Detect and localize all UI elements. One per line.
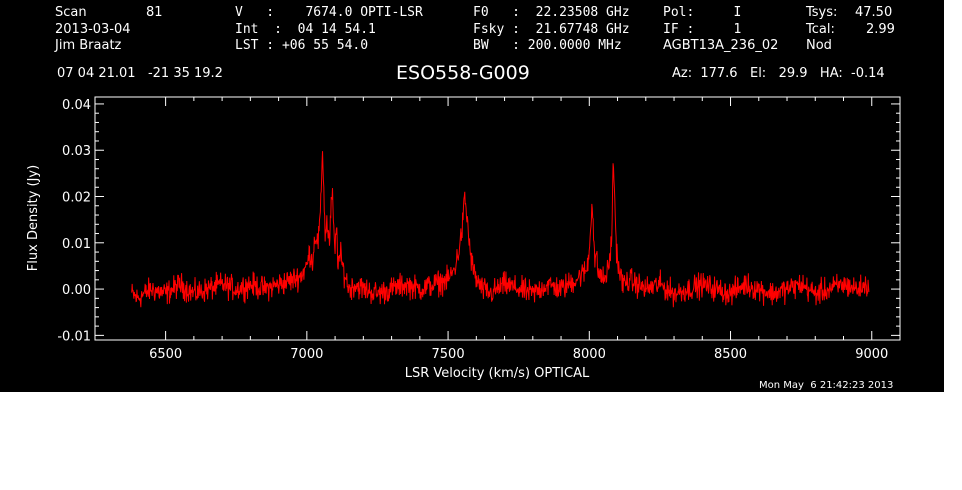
y-tick-label: 0.03 (62, 144, 91, 159)
plot-panel: Scan 81 V : 7674.0 OPTI-LSR F0 : 22.2350… (0, 0, 944, 392)
observer-name: Jim Braatz (55, 38, 122, 53)
x-tick-label: 9000 (855, 347, 888, 362)
y-axis-label: Flux Density (Jy) (26, 165, 41, 271)
source-coordinates: 07 04 21.01 -21 35 19.2 (57, 66, 223, 81)
y-tick-label: -0.01 (57, 329, 91, 344)
tcal-label: Tcal: (806, 22, 835, 37)
spectrum-chart: -0.01 0.00 0.01 0.02 0.03 0.04 6500 7000 7500 80… (26, 96, 901, 381)
pointing-readout: Az: 177.6 El: 29.9 HA: -0.14 (672, 66, 885, 81)
scan-value: 81 (146, 5, 163, 20)
rest-frequency-readout: F0 : 22.23508 GHz (473, 5, 630, 20)
x-tick-label: 8000 (573, 347, 606, 362)
y-tick-label: 0.04 (62, 98, 91, 113)
x-tick-label: 7500 (432, 347, 465, 362)
observing-mode: Nod (806, 38, 832, 53)
spectrum-trace (131, 151, 870, 308)
integration-time-readout: Int : 04 14 54.1 (235, 22, 376, 37)
tsys-label: Tsys: (806, 5, 838, 20)
sky-frequency-readout: Fsky : 21.67748 GHz (473, 22, 630, 37)
x-tick-label: 6500 (149, 347, 182, 362)
lst-readout: LST : +06 55 54.0 (235, 38, 369, 53)
tcal-value: 2.99 (866, 22, 895, 37)
x-axis-label: LSR Velocity (km/s) OPTICAL (405, 366, 590, 381)
scan-label: Scan (55, 5, 87, 20)
plot-timestamp: Mon May 6 21:42:23 2013 (759, 380, 894, 391)
source-name: ESO558-G009 (396, 62, 530, 84)
x-tick-label: 7000 (290, 347, 323, 362)
bandwidth-readout: BW : 200.0000 MHz (473, 38, 622, 53)
velocity-readout: V : 7674.0 OPTI-LSR (235, 5, 423, 20)
project-id: AGBT13A_236_02 (663, 38, 779, 53)
y-tick-label: 0.02 (62, 191, 91, 206)
tsys-value: 47.50 (855, 5, 893, 20)
if-readout: IF : 1 (663, 22, 742, 37)
observation-date: 2013-03-04 (55, 22, 131, 37)
x-tick-label: 8500 (714, 347, 747, 362)
y-tick-label: 0.01 (62, 237, 91, 252)
polarization-readout: Pol: I (663, 5, 742, 20)
y-tick-label: 0.00 (62, 283, 91, 298)
plot-frame (94, 96, 901, 341)
